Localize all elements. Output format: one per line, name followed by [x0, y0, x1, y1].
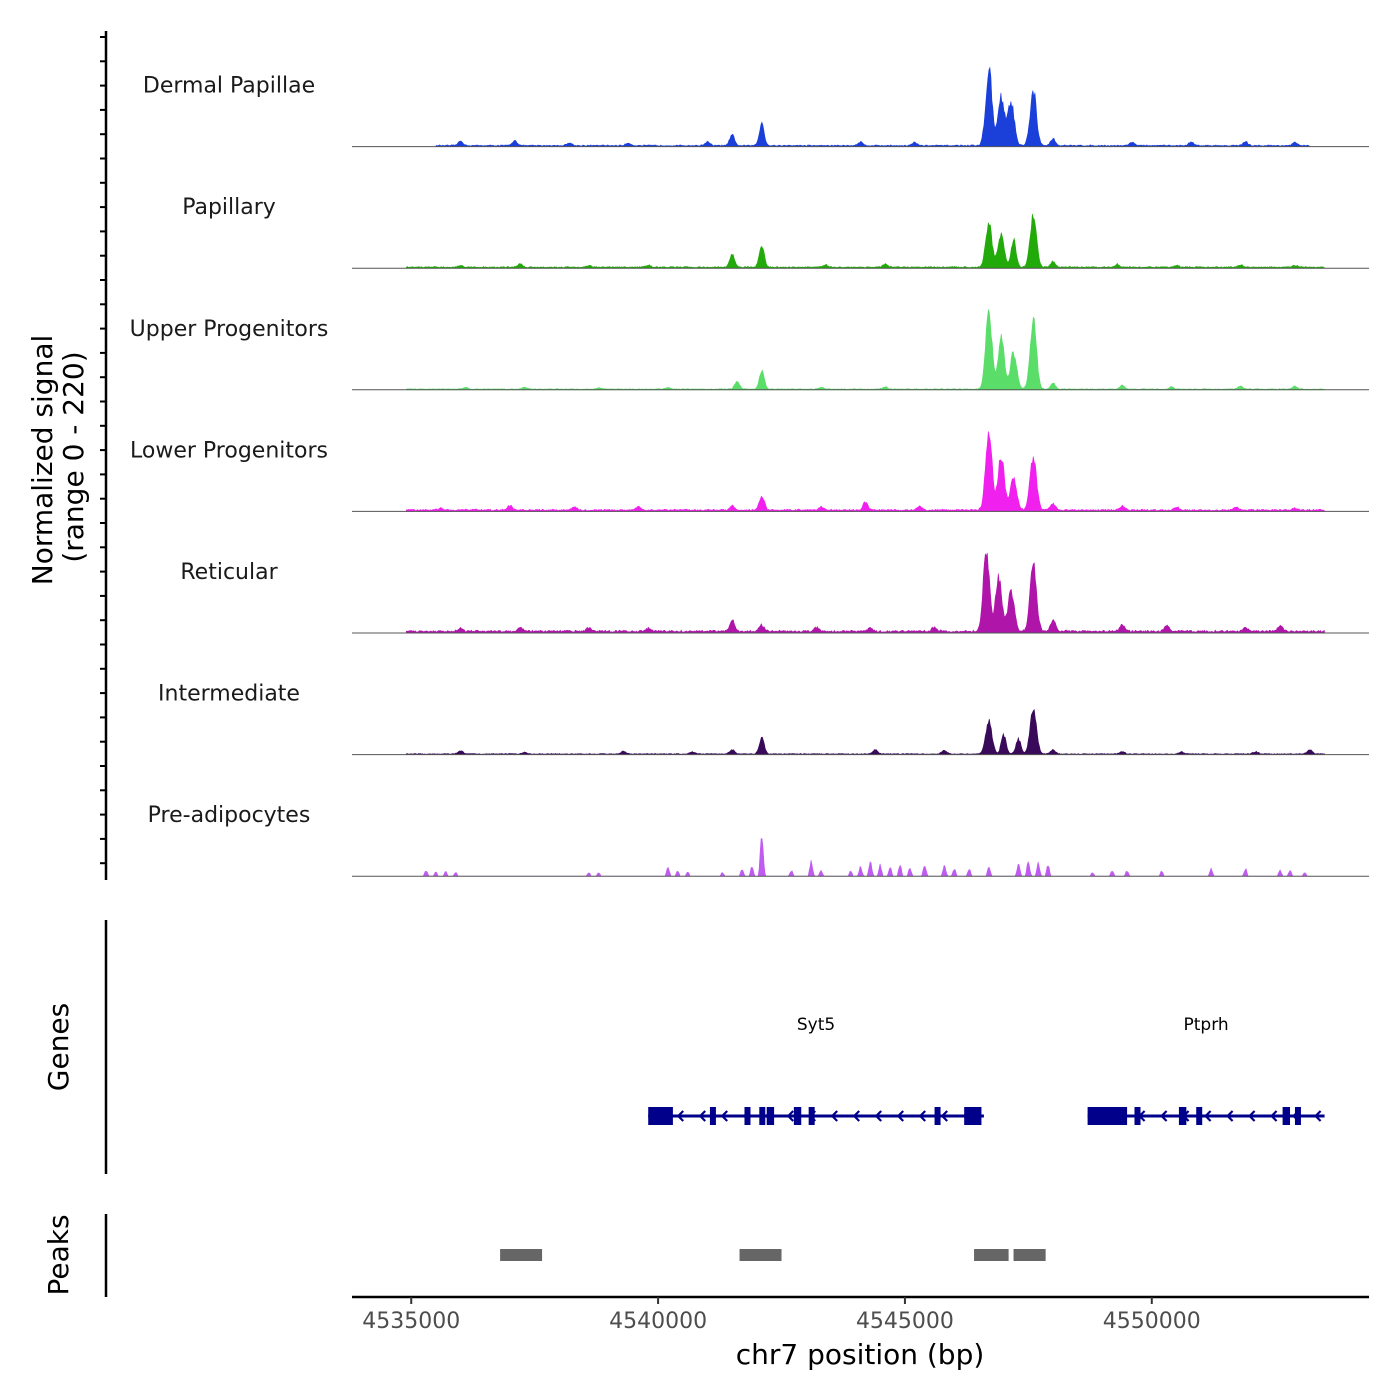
gene-strand-arrow: [896, 1110, 904, 1122]
gene-exon: [759, 1107, 766, 1125]
gene-strand-arrow: [940, 1110, 948, 1122]
gene-exon: [1087, 1107, 1128, 1125]
gene-exon: [934, 1107, 941, 1125]
gene-strand-arrow: [1160, 1110, 1168, 1122]
peaks-panel-title: Peaks: [42, 1214, 75, 1295]
x-axis-tick-label: 4540000: [609, 1309, 707, 1334]
gene-exon: [1178, 1107, 1187, 1125]
peak-region: [974, 1249, 1009, 1261]
track-label: Reticular: [180, 560, 278, 585]
gene-strand-arrow: [720, 1110, 728, 1122]
y-axis-title-line1: Normalized signal: [26, 335, 59, 586]
gene-ptprh: Ptprh: [1087, 1015, 1325, 1125]
track-intermediate: Intermediate: [158, 682, 1369, 756]
x-axis-tick-label: 4535000: [362, 1309, 460, 1334]
x-axis-title: chr7 position (bp): [736, 1338, 985, 1371]
gene-strand-arrow: [918, 1110, 926, 1122]
track-signal-area: [406, 213, 1326, 269]
track-label: Pre-adipocytes: [148, 803, 311, 828]
track-lower-progenitors: Lower Progenitors: [130, 431, 1369, 512]
track-upper-progenitors: Upper Progenitors: [130, 308, 1369, 391]
gene-exon: [744, 1107, 751, 1125]
gene-exon: [1282, 1107, 1291, 1125]
gene-models: Syt5 Ptprh: [648, 1015, 1325, 1125]
gene-strand-arrow: [1204, 1110, 1212, 1122]
track-label: Lower Progenitors: [130, 438, 328, 463]
x-axis-tick-label: 4545000: [856, 1309, 954, 1334]
peak-region: [739, 1249, 782, 1261]
gene-strand-arrow: [830, 1110, 838, 1122]
gene-exon: [793, 1107, 802, 1125]
peak-region: [1013, 1249, 1046, 1261]
gene-strand-arrow: [1314, 1110, 1322, 1122]
track-label: Papillary: [182, 195, 276, 220]
signal-axis-ticks: [100, 36, 106, 865]
track-signal-area: [406, 431, 1326, 512]
gene-name-label: Syt5: [797, 1015, 835, 1035]
track-dermal-papillae: Dermal Papillae: [143, 66, 1369, 148]
gene-strand-arrow: [698, 1110, 706, 1122]
gene-exon: [1196, 1107, 1203, 1125]
signal-tracks: Dermal Papillae Papillary Upper Progenitor…: [130, 66, 1369, 877]
x-axis-tick-label: 4550000: [1103, 1309, 1201, 1334]
gene-strand-arrow: [676, 1110, 684, 1122]
gene-exon: [709, 1107, 716, 1125]
track-pre-adipocytes: Pre-adipocytes: [148, 803, 1369, 877]
gene-exon: [648, 1107, 673, 1125]
gene-name-label: Ptprh: [1183, 1015, 1228, 1035]
track-signal-area: [406, 552, 1325, 634]
track-label: Intermediate: [158, 682, 300, 707]
track-signal-area: [406, 709, 1326, 755]
track-label: Upper Progenitors: [130, 317, 329, 342]
gene-strand-arrow: [1270, 1110, 1278, 1122]
track-label: Dermal Papillae: [143, 74, 315, 99]
peak-region: [500, 1249, 543, 1261]
genes-panel-title: Genes: [42, 1003, 75, 1091]
gene-strand-arrow: [1226, 1110, 1234, 1122]
track-reticular: Reticular: [180, 552, 1369, 634]
x-axis-ticks: 4535000 4540000 4545000 4550000: [362, 1297, 1201, 1334]
gene-strand-arrow: [1248, 1110, 1256, 1122]
peak-regions: [500, 1249, 1046, 1261]
gene-exon: [964, 1107, 982, 1125]
track-signal-area: [406, 308, 1326, 391]
gene-strand-arrow: [786, 1110, 794, 1122]
gene-exon: [766, 1107, 775, 1125]
gene-strand-arrow: [874, 1110, 882, 1122]
track-signal-area: [421, 838, 1310, 877]
gene-exon: [1294, 1107, 1301, 1125]
track-papillary: Papillary: [182, 195, 1369, 269]
gene-strand-arrow: [852, 1110, 860, 1122]
gene-exon: [1134, 1107, 1141, 1125]
y-axis-title-line2: (range 0 - 220): [57, 351, 90, 562]
gene-syt5: Syt5: [648, 1015, 984, 1125]
gene-exon: [808, 1107, 815, 1125]
track-signal-area: [435, 66, 1311, 147]
